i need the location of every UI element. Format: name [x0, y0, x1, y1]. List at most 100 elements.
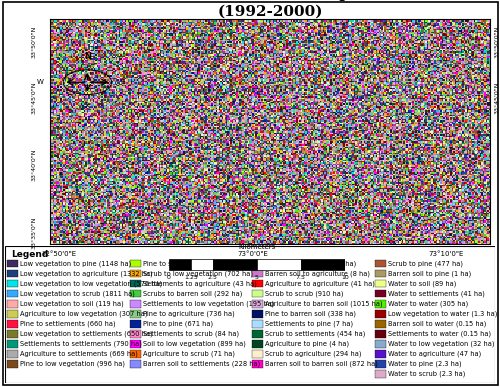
Text: Scrub to scrub (910 ha): Scrub to scrub (910 ha)	[265, 291, 344, 297]
Bar	[252, 350, 263, 358]
Text: Water to soil (89 ha): Water to soil (89 ha)	[388, 281, 456, 287]
Text: Soil to low vegetation (899 ha): Soil to low vegetation (899 ha)	[142, 341, 246, 347]
Bar	[252, 310, 263, 318]
Bar	[252, 260, 263, 267]
Bar	[252, 280, 263, 288]
Bar	[130, 260, 140, 267]
Text: Water to settlements (41 ha): Water to settlements (41 ha)	[388, 291, 484, 297]
Text: 1.25: 1.25	[184, 275, 198, 280]
Bar	[252, 330, 263, 337]
Text: Low vegetation to pine (1148 ha): Low vegetation to pine (1148 ha)	[20, 260, 132, 267]
Bar	[252, 270, 263, 277]
Text: 33°40'0"N: 33°40'0"N	[32, 149, 37, 182]
Bar	[169, 259, 191, 269]
Text: 7.5: 7.5	[296, 275, 306, 280]
Text: 33°45'0"N: 33°45'0"N	[32, 82, 37, 114]
Text: 2.5: 2.5	[208, 275, 218, 280]
Text: N: N	[84, 52, 91, 61]
Text: E: E	[120, 79, 125, 85]
Text: Barren soil to water (0.15 ha): Barren soil to water (0.15 ha)	[388, 320, 486, 327]
Text: 73°0'0"E: 73°0'0"E	[237, 250, 268, 257]
Bar	[375, 290, 386, 298]
Bar	[375, 270, 386, 277]
Text: Scrub to settlements (454 ha): Scrub to settlements (454 ha)	[265, 330, 366, 337]
Text: Pine to low vegetation (996 ha): Pine to low vegetation (996 ha)	[20, 361, 125, 367]
Bar	[130, 280, 140, 288]
Bar	[257, 259, 301, 269]
Text: Water to pine (2.3 ha): Water to pine (2.3 ha)	[388, 361, 462, 367]
Bar	[130, 290, 140, 298]
Bar	[8, 350, 18, 358]
Text: Agriculture to barren soil (1015 ha): Agriculture to barren soil (1015 ha)	[265, 300, 383, 307]
Text: 33°45'0"N: 33°45'0"N	[494, 82, 500, 114]
Bar	[130, 270, 140, 277]
Text: W: W	[36, 79, 44, 85]
Bar	[252, 290, 263, 298]
Text: Barren soil to scrub (14 ha): Barren soil to scrub (14 ha)	[265, 260, 356, 267]
Text: Barren soil to settlements (228 ha): Barren soil to settlements (228 ha)	[142, 361, 260, 367]
Text: Kilometers: Kilometers	[238, 244, 276, 250]
Bar	[8, 290, 18, 298]
Text: 73°10'0"E: 73°10'0"E	[428, 250, 464, 257]
Bar	[8, 340, 18, 348]
Text: Water to agriculture (47 ha): Water to agriculture (47 ha)	[388, 351, 481, 357]
Text: Pine to pine (671 ha): Pine to pine (671 ha)	[142, 320, 213, 327]
Text: Pine to scrub (1560 ha): Pine to scrub (1560 ha)	[142, 260, 221, 267]
Bar	[8, 300, 18, 308]
Text: Low vegetation to soil (119 ha): Low vegetation to soil (119 ha)	[20, 300, 124, 307]
Bar	[375, 360, 386, 368]
Bar	[130, 310, 140, 318]
Text: 0: 0	[167, 275, 170, 280]
Bar	[252, 340, 263, 348]
Text: Legend: Legend	[11, 250, 48, 259]
Bar	[130, 300, 140, 308]
Text: Barren soil to agriculture (8 ha): Barren soil to agriculture (8 ha)	[265, 271, 370, 277]
Bar	[375, 300, 386, 308]
Bar	[375, 310, 386, 318]
Text: Low vegetation to scrub (1811 ha): Low vegetation to scrub (1811 ha)	[20, 291, 135, 297]
Text: Low vegetation to agriculture (1332 ha): Low vegetation to agriculture (1332 ha)	[20, 271, 153, 277]
Text: Agriculture to low vegetation (307 ha): Agriculture to low vegetation (307 ha)	[20, 310, 148, 317]
Text: Agriculture to pine (4 ha): Agriculture to pine (4 ha)	[265, 341, 349, 347]
Bar	[375, 320, 386, 327]
Bar	[375, 280, 386, 288]
Text: Low vegetation to settlements (650 ha): Low vegetation to settlements (650 ha)	[20, 330, 153, 337]
Text: Agriculture to agriculture (41 ha): Agriculture to agriculture (41 ha)	[265, 281, 375, 287]
Text: Agriculture to settlements (669 ha): Agriculture to settlements (669 ha)	[20, 351, 138, 357]
Bar	[375, 350, 386, 358]
Bar	[252, 320, 263, 327]
Bar	[252, 360, 263, 368]
Bar	[8, 360, 18, 368]
Text: Settlements to agriculture (43 ha): Settlements to agriculture (43 ha)	[142, 281, 256, 287]
Text: Water to scrub (2.3 ha): Water to scrub (2.3 ha)	[388, 371, 465, 377]
Text: Settlements to settlements (790 ha): Settlements to settlements (790 ha)	[20, 341, 142, 347]
Bar	[130, 330, 140, 337]
Bar	[252, 300, 263, 308]
Text: Low vegetation to water (1.3 ha): Low vegetation to water (1.3 ha)	[388, 310, 497, 317]
Text: Pine to agriculture (736 ha): Pine to agriculture (736 ha)	[142, 310, 234, 317]
Text: Settlements to low vegetation (195 ha): Settlements to low vegetation (195 ha)	[142, 300, 274, 307]
Text: 33°35'0"N: 33°35'0"N	[32, 216, 37, 249]
Text: 5: 5	[255, 275, 258, 280]
Bar	[130, 350, 140, 358]
Bar	[8, 270, 18, 277]
Text: Settlements to pine (7 ha): Settlements to pine (7 ha)	[265, 320, 354, 327]
Text: Scrubs to barren soil (292 ha): Scrubs to barren soil (292 ha)	[142, 291, 242, 297]
Bar	[130, 360, 140, 368]
Bar	[130, 340, 140, 348]
Text: 72°50'0"E: 72°50'0"E	[41, 250, 76, 257]
Text: Scrub to low vegetation (702 ha): Scrub to low vegetation (702 ha)	[142, 271, 252, 277]
Bar	[375, 330, 386, 337]
Text: Scrub to pine (477 ha): Scrub to pine (477 ha)	[388, 260, 462, 267]
Text: Low vegetation to low vegetation (576 ha): Low vegetation to low vegetation (576 ha…	[20, 281, 163, 287]
Text: Settlements to water (0.15 ha): Settlements to water (0.15 ha)	[388, 330, 491, 337]
Text: Pine to barren soil (338 ha): Pine to barren soil (338 ha)	[265, 310, 356, 317]
Text: Scrub to agriculture (294 ha): Scrub to agriculture (294 ha)	[265, 351, 362, 357]
Text: 33°50'0"N: 33°50'0"N	[494, 26, 500, 58]
Bar	[8, 280, 18, 288]
Text: 10: 10	[341, 275, 348, 280]
Text: Water to low vegetation (32 ha): Water to low vegetation (32 ha)	[388, 341, 494, 347]
Bar	[130, 320, 140, 327]
Bar	[8, 310, 18, 318]
Title: Post-Classification Comparison
(1992-2000): Post-Classification Comparison (1992-200…	[136, 0, 404, 18]
